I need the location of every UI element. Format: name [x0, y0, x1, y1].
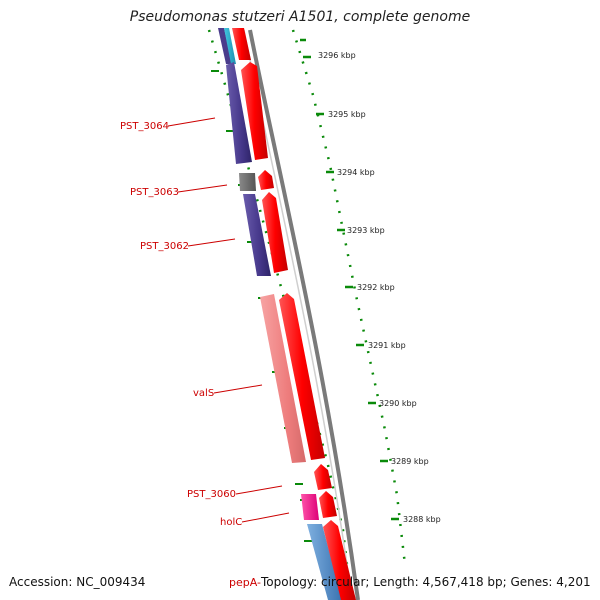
kbp-label: 3289 kbp: [391, 457, 429, 466]
kbp-label: 3291 kbp: [368, 341, 406, 350]
top-partial-features: [218, 28, 251, 64]
gene-PST_3063[interactable]: [239, 173, 256, 191]
red-cds-arrow[interactable]: [323, 520, 356, 600]
red-cds-arrow[interactable]: [279, 293, 325, 460]
gene-label[interactable]: PST_3062: [140, 241, 189, 252]
outer-ticks: [300, 38, 399, 521]
backbone-outer: [248, 29, 360, 600]
gene-PST_3062[interactable]: [243, 194, 271, 276]
gene-holC[interactable]: [307, 524, 342, 600]
kbp-label: 3293 kbp: [347, 226, 385, 235]
forward-strand-genes: [241, 62, 356, 600]
gene-label[interactable]: holC: [220, 517, 242, 528]
inner-scale-dots: [207, 29, 353, 600]
gene-PST_3060[interactable]: [301, 494, 319, 520]
kbp-label: 3290 kbp: [379, 399, 417, 408]
gene-label[interactable]: PST_3060: [187, 489, 236, 500]
kbp-labels: 3296 kbp 3295 kbp 3294 kbp 3293 kbp 3292…: [318, 51, 441, 524]
gene-labels: PST_3064 PST_3063 PST_3062 valS PST_3060…: [120, 121, 242, 528]
gene-label[interactable]: PST_3063: [130, 187, 179, 198]
kbp-label: 3292 kbp: [357, 283, 395, 292]
gene-label[interactable]: valS: [193, 388, 214, 399]
accession-text: Accession: NC_009434: [9, 575, 146, 589]
gene-label-lines: [167, 117, 290, 523]
red-cds-arrow[interactable]: [319, 491, 337, 518]
gene-valS[interactable]: [260, 294, 306, 463]
gene-label[interactable]: PST_3064: [120, 121, 169, 132]
genome-title: Pseudomonas stutzeri A1501, complete gen…: [129, 9, 471, 25]
kbp-label: 3296 kbp: [318, 51, 356, 60]
topology-text: Topology: circular; Length: 4,567,418 bp…: [261, 575, 591, 589]
red-cds-arrow[interactable]: [262, 192, 288, 273]
footer-gene-label[interactable]: pepA-: [229, 576, 261, 589]
kbp-label: 3294 kbp: [337, 168, 375, 177]
gene-PST_3064[interactable]: [226, 62, 252, 164]
kbp-label: 3288 kbp: [403, 515, 441, 524]
red-cds-arrow[interactable]: [258, 170, 274, 190]
kbp-label: 3295 kbp: [328, 110, 366, 119]
red-cds-arrow[interactable]: [241, 62, 268, 160]
red-cds-arrow[interactable]: [314, 464, 332, 490]
reverse-strand-genes: [226, 62, 342, 600]
